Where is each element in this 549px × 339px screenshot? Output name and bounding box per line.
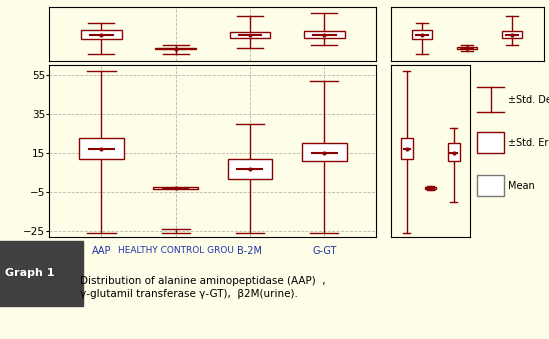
Bar <box>79 138 124 159</box>
Bar <box>448 143 460 161</box>
Bar <box>477 175 505 196</box>
Bar <box>81 30 122 39</box>
Text: Distribution of alanine aminopeptidase (AAP)  ,
γ-glutamil transferase γ-GT),  β: Distribution of alanine aminopeptidase (… <box>80 276 325 299</box>
Text: HEALTHY CONTROL GROU: HEALTHY CONTROL GROU <box>117 246 234 255</box>
Bar <box>228 159 272 179</box>
Text: Graph 1: Graph 1 <box>5 268 55 278</box>
Text: ±Std. Err.: ±Std. Err. <box>508 138 549 147</box>
Text: ±Std. Dev.: ±Std. Dev. <box>508 95 549 104</box>
Bar <box>302 143 346 161</box>
Bar <box>412 30 432 39</box>
Bar <box>153 187 198 190</box>
Bar <box>502 32 522 38</box>
Text: B-2M: B-2M <box>238 246 262 256</box>
Bar <box>401 138 413 159</box>
Text: Mean: Mean <box>508 181 535 191</box>
Bar <box>229 32 271 38</box>
Bar <box>477 132 505 153</box>
Bar <box>155 48 196 49</box>
Bar <box>457 47 477 48</box>
Text: AAP: AAP <box>92 246 111 256</box>
Text: G-GT: G-GT <box>312 246 337 256</box>
Bar <box>304 32 345 38</box>
Bar <box>424 187 436 189</box>
